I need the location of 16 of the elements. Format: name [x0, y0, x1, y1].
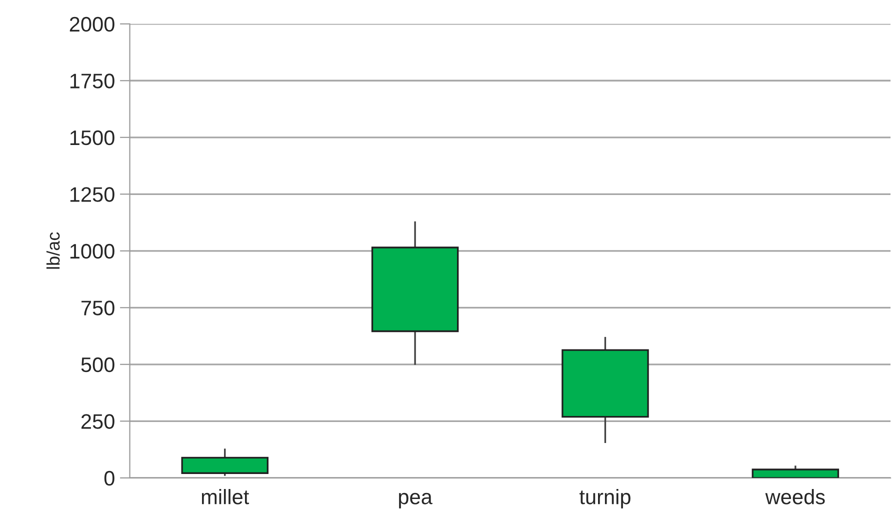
x-tick-label: weeds — [765, 489, 825, 504]
y-tick-label: 1250 — [70, 187, 114, 202]
x-tick-label: millet — [202, 489, 250, 504]
y-tick-label: 1000 — [70, 244, 114, 259]
y-tick-label: 1500 — [70, 130, 114, 146]
y-tick-label: 750 — [82, 300, 114, 316]
candlestick — [371, 220, 459, 366]
y-tick-label: 1750 — [70, 74, 114, 88]
y-tick-label: 0 — [104, 470, 114, 486]
y-tick-label: 500 — [81, 357, 114, 372]
y-tick-label: 250 — [81, 414, 114, 429]
y-axis-title: lb/ac — [46, 232, 60, 269]
y-tick-label: 2000 — [70, 16, 114, 32]
x-tick-label: turnip — [580, 489, 630, 508]
candlestick — [562, 336, 649, 444]
x-tick-label: pea — [399, 492, 432, 508]
